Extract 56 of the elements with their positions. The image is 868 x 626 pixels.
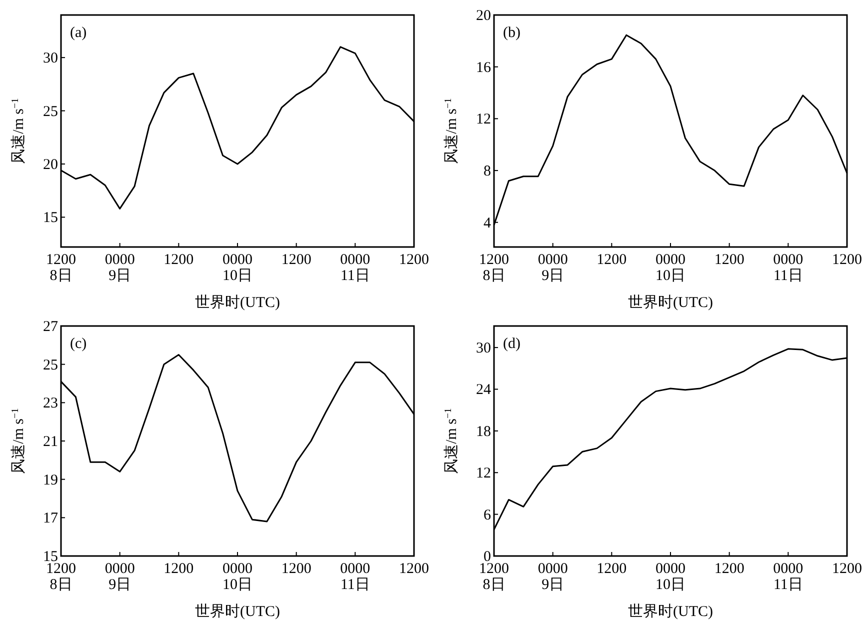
y-tick-label: 16 bbox=[476, 60, 492, 76]
x-tick-label: 1200 8日 bbox=[479, 561, 509, 593]
x-tick-label: 0000 9日 bbox=[104, 252, 135, 284]
y-tick-label: 24 bbox=[476, 382, 492, 398]
x-tick-label: 1200 bbox=[281, 252, 312, 268]
annotation: (b) bbox=[503, 25, 520, 41]
y-tick-label: 21 bbox=[43, 434, 58, 450]
x-tick-label: 1200 bbox=[399, 252, 429, 268]
x-tick-label: 1200 bbox=[399, 561, 429, 577]
y-tick-label: 30 bbox=[476, 340, 491, 357]
y-tick-label: 15 bbox=[43, 210, 58, 226]
x-tick-label: 0000 9日 bbox=[104, 561, 135, 593]
x-tick-label: 1200 bbox=[832, 561, 862, 577]
x-tick-label: 1200 8日 bbox=[46, 561, 76, 593]
x-tick-label: 1200 bbox=[596, 252, 627, 268]
y-tick-label: 12 bbox=[476, 112, 491, 128]
y-tick-label: 4 bbox=[484, 215, 492, 232]
x-tick-label: 1200 bbox=[164, 561, 194, 577]
x-tick-label: 0000 9日 bbox=[538, 252, 568, 284]
y-tick-label: 18 bbox=[476, 424, 491, 440]
x-tick-label: 1200 8日 bbox=[46, 252, 76, 284]
x-tick-label: 0000 11日 bbox=[773, 561, 804, 593]
x-axis-title: 世界时(UTC) bbox=[195, 294, 280, 311]
x-tick-label: 0000 10日 bbox=[222, 561, 252, 593]
x-tick-label: 0000 11日 bbox=[340, 561, 370, 593]
y-tick-label: 27 bbox=[43, 319, 58, 335]
x-tick-label: 1200 8日 bbox=[479, 252, 509, 284]
y-tick-label: 6 bbox=[484, 507, 492, 524]
annotation: (c) bbox=[70, 336, 87, 352]
y-tick-label: 19 bbox=[43, 472, 58, 488]
x-tick-label: 1200 bbox=[714, 252, 744, 268]
x-tick-label: 0000 10日 bbox=[222, 252, 252, 284]
x-tick-label: 1200 bbox=[714, 561, 744, 577]
y-tick-label: 17 bbox=[43, 510, 58, 527]
y-tick-label: 8 bbox=[484, 164, 491, 180]
x-axis-title: 世界时(UTC) bbox=[195, 603, 280, 620]
x-tick-label: 0000 9日 bbox=[538, 561, 568, 593]
y-tick-label: 12 bbox=[476, 466, 491, 482]
x-tick-label: 1200 bbox=[164, 252, 194, 268]
x-tick-label: 0000 11日 bbox=[340, 252, 370, 284]
x-tick-label: 0000 10日 bbox=[656, 561, 686, 593]
y-tick-label: 20 bbox=[476, 8, 491, 24]
x-tick-label: 1200 bbox=[832, 252, 862, 268]
x-tick-label: 0000 10日 bbox=[656, 252, 686, 284]
y-tick-label: 20 bbox=[43, 156, 58, 173]
y-tick-label: 25 bbox=[43, 357, 58, 374]
y-tick-label: 25 bbox=[43, 104, 58, 120]
x-tick-label: 1200 bbox=[281, 561, 312, 577]
x-axis-title: 世界时(UTC) bbox=[628, 603, 713, 620]
annotation: (a) bbox=[70, 25, 87, 41]
x-tick-label: 0000 11日 bbox=[773, 252, 804, 284]
x-tick-label: 1200 bbox=[596, 561, 627, 577]
y-tick-label: 30 bbox=[43, 50, 58, 67]
x-axis-title: 世界时(UTC) bbox=[628, 294, 713, 311]
y-tick-label: 23 bbox=[43, 396, 58, 412]
annotation: (d) bbox=[503, 336, 520, 352]
